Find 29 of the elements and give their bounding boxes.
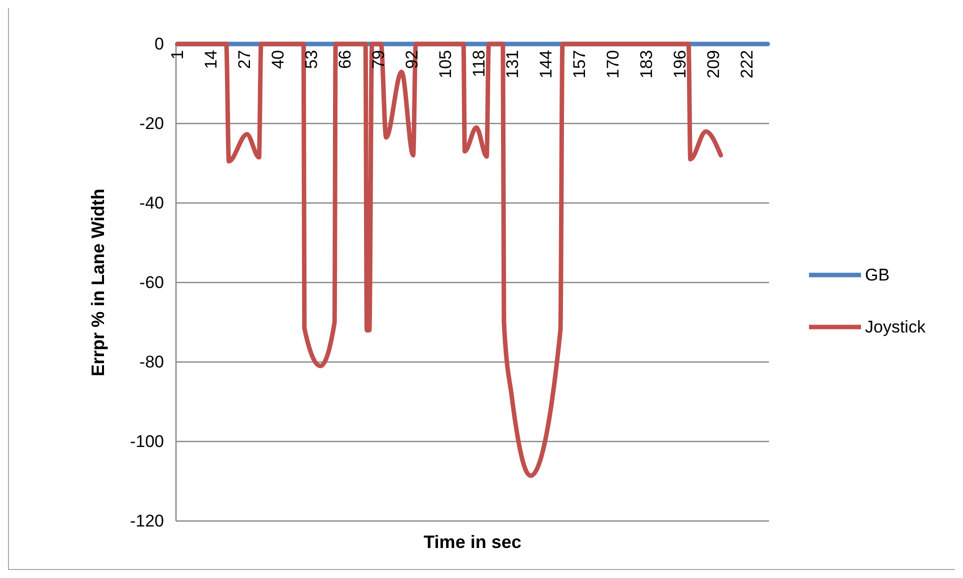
x-tick-label: 105 — [436, 50, 455, 78]
x-axis-title: Time in sec — [424, 532, 522, 552]
x-tick-label: 131 — [502, 50, 522, 78]
x-tick-label: 1 — [168, 50, 187, 60]
x-tick-label: 79 — [368, 50, 388, 69]
x-tick-label: 118 — [469, 50, 488, 78]
x-tick-label: 27 — [234, 50, 254, 69]
x-tick-label: 144 — [536, 50, 556, 78]
x-tick-label: 53 — [302, 50, 321, 69]
x-tick-label: 222 — [738, 50, 757, 78]
y-tick-label: -40 — [139, 194, 164, 212]
y-tick-label: -20 — [139, 114, 164, 133]
y-axis-title: Errpr % in Lane Width — [88, 188, 108, 376]
x-tick-label: 157 — [570, 50, 589, 78]
y-tick-label: -80 — [139, 352, 164, 372]
x-tick-label: 14 — [201, 50, 220, 69]
x-tick-label: 183 — [637, 50, 656, 78]
x-tick-label: 196 — [670, 50, 690, 78]
legend-label: GB — [865, 266, 890, 284]
x-tick-label: 170 — [604, 50, 623, 78]
x-tick-label: 92 — [402, 50, 422, 69]
x-tick-label: 40 — [268, 50, 288, 69]
y-tick-label: -60 — [139, 273, 164, 292]
legend-label: Joystick — [865, 318, 926, 336]
y-tick-label: -120 — [130, 512, 164, 530]
x-tick-label: 209 — [704, 50, 724, 78]
y-tick-label: 0 — [154, 34, 164, 54]
y-tick-label: -100 — [130, 432, 164, 451]
x-tick-label: 66 — [335, 50, 354, 69]
